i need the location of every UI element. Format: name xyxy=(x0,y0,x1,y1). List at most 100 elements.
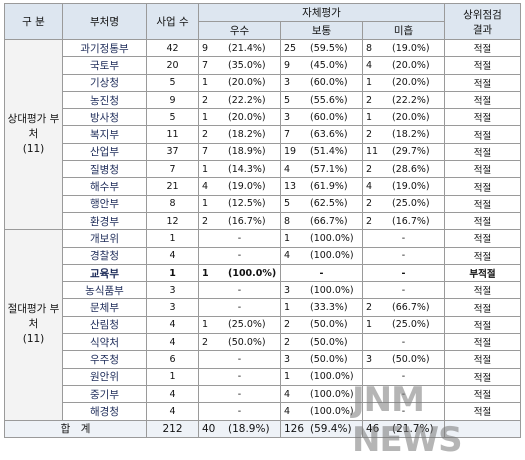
total-label: 합 계 xyxy=(4,419,147,438)
rating-percent: (25.0%) xyxy=(228,319,266,331)
header-cell: 우수 xyxy=(198,21,281,40)
header-cell: 부처명 xyxy=(62,3,147,40)
rating-count: 9 xyxy=(202,42,209,54)
table-row: 교육부 1 1 (100.0%) - - 부적절 xyxy=(5,263,521,283)
rating-count: 2 xyxy=(202,215,209,227)
table-row: 우주청 6-3 (50.0%) 3 (50.0%) 적절 xyxy=(5,350,521,369)
review-result: 부적절 xyxy=(444,263,521,283)
review-result: 적절 xyxy=(444,281,521,300)
table-row: 농진청 9 2 (22.2%) 5 (55.6%) 2 (22.2%) 적절 xyxy=(5,90,521,110)
ministry-name: 기상청 xyxy=(62,73,147,92)
rating-cell: 4 (19.0%) xyxy=(198,177,281,196)
rating-percent: (100.0%) xyxy=(310,371,354,383)
rating-cell: 126 (59.4%) xyxy=(280,419,363,438)
rating-cell: 13 (61.9%) xyxy=(280,177,363,196)
header-cell: 미흡 xyxy=(362,21,445,40)
rating-cell: 1 (25.0%) xyxy=(198,315,281,335)
table-row: 국토부 20 7 (35.0%) 9 (45.0%) 4 (20.0%) 적절 xyxy=(5,56,521,75)
rating-percent: (20.0%) xyxy=(392,59,430,71)
rating-cell: 1 (100.0%) xyxy=(280,229,363,248)
rating-count: 1 xyxy=(202,163,209,175)
group-label-line: 처 xyxy=(28,318,39,331)
rating-percent: (20.0%) xyxy=(392,111,430,123)
rating-cell: 2 (22.2%) xyxy=(198,90,281,110)
rating-count: 4 xyxy=(284,388,291,400)
rating-percent: (16.7%) xyxy=(228,215,266,227)
table-row: 해수부 21 4 (19.0%) 13 (61.9%) 4 (19.0%) 적절 xyxy=(5,177,521,196)
watermark: JNM NEWS xyxy=(352,380,463,460)
ministry-name: 해경청 xyxy=(62,402,147,421)
rating-cell: 1 (14.3%) xyxy=(198,160,281,179)
rating-cell: 1 (20.0%) xyxy=(198,73,281,92)
rating-count: 1 xyxy=(284,232,291,244)
rating-count: 9 xyxy=(284,59,291,71)
rating-percent: (18.2%) xyxy=(228,129,266,141)
rating-count: 7 xyxy=(202,59,209,71)
table-row: 기상청 5 1 (20.0%) 3 (60.0%) 1 (20.0%) 적절 xyxy=(5,73,521,92)
rating-count: 1 xyxy=(202,198,209,210)
header-cell: 보통 xyxy=(280,21,363,40)
review-result: 적절 xyxy=(444,315,521,335)
rating-percent: (100.0%) xyxy=(310,405,354,417)
rating-count: 3 xyxy=(284,353,291,365)
rating-percent: (12.5%) xyxy=(228,198,266,210)
rating-percent: (50.0%) xyxy=(228,336,266,348)
header-cell: 자체평가 xyxy=(198,3,445,22)
rating-percent: (100.0%) xyxy=(310,388,354,400)
rating-cell: 9 (21.4%) xyxy=(198,38,281,58)
rating-percent: (66.7%) xyxy=(310,215,348,227)
rating-cell: 3 (50.0%) xyxy=(362,350,445,369)
rating-cell: 2 (22.2%) xyxy=(362,90,445,110)
rating-cell: 7 (18.9%) xyxy=(198,142,281,162)
rating-cell: - xyxy=(198,229,281,248)
rating-count: 8 xyxy=(366,42,373,54)
review-result: 적절 xyxy=(444,333,521,352)
project-count: 3 xyxy=(146,281,199,300)
rating-percent: (14.3%) xyxy=(228,163,266,175)
rating-percent: (50.0%) xyxy=(392,353,430,365)
rating-percent: (18.9%) xyxy=(228,146,266,158)
ministry-name: 우주청 xyxy=(62,350,147,369)
rating-percent: (100.0%) xyxy=(228,267,277,279)
project-count: 9 xyxy=(146,90,199,110)
rating-percent: (45.0%) xyxy=(310,59,348,71)
project-count: 6 xyxy=(146,350,199,369)
project-count: 1 xyxy=(146,367,199,386)
project-count: 1 xyxy=(146,263,199,283)
review-result: 적절 xyxy=(444,90,521,110)
rating-cell: 5 (55.6%) xyxy=(280,90,363,110)
rating-percent: (51.4%) xyxy=(310,146,348,158)
group-label-line: (11) xyxy=(22,143,45,156)
rating-cell: 4 (20.0%) xyxy=(362,56,445,75)
review-result: 적절 xyxy=(444,160,521,179)
project-count: 8 xyxy=(146,194,199,213)
project-count: 12 xyxy=(146,211,199,231)
rating-percent: (21.4%) xyxy=(228,42,266,54)
rating-count: 25 xyxy=(284,42,297,54)
rating-percent: (19.0%) xyxy=(392,42,430,54)
rating-cell: - xyxy=(198,402,281,421)
ministry-name: 중기부 xyxy=(62,384,147,404)
rating-percent: (62.5%) xyxy=(310,198,348,210)
rating-count: 4 xyxy=(284,405,291,417)
rating-count: 4 xyxy=(366,59,373,71)
rating-cell: 2 (16.7%) xyxy=(198,211,281,231)
rating-cell: 25 (59.5%) xyxy=(280,38,363,58)
rating-cell: 2 (50.0%) xyxy=(280,315,363,335)
ministry-name: 개보위 xyxy=(62,229,147,248)
total-empty xyxy=(444,419,521,438)
rating-count: 3 xyxy=(284,284,291,296)
rating-cell: 7 (63.6%) xyxy=(280,125,363,144)
rating-percent: (100.0%) xyxy=(310,284,354,296)
project-count: 20 xyxy=(146,56,199,75)
rating-percent: (59.4%) xyxy=(310,422,352,435)
rating-count: 2 xyxy=(284,319,291,331)
rating-percent: (63.6%) xyxy=(310,129,348,141)
group-label-line: 절대평가 부 xyxy=(7,303,60,316)
project-count: 4 xyxy=(146,246,199,265)
rating-percent: (35.0%) xyxy=(228,59,266,71)
rating-count: 1 xyxy=(284,371,291,383)
rating-cell: 1 (20.0%) xyxy=(198,108,281,127)
